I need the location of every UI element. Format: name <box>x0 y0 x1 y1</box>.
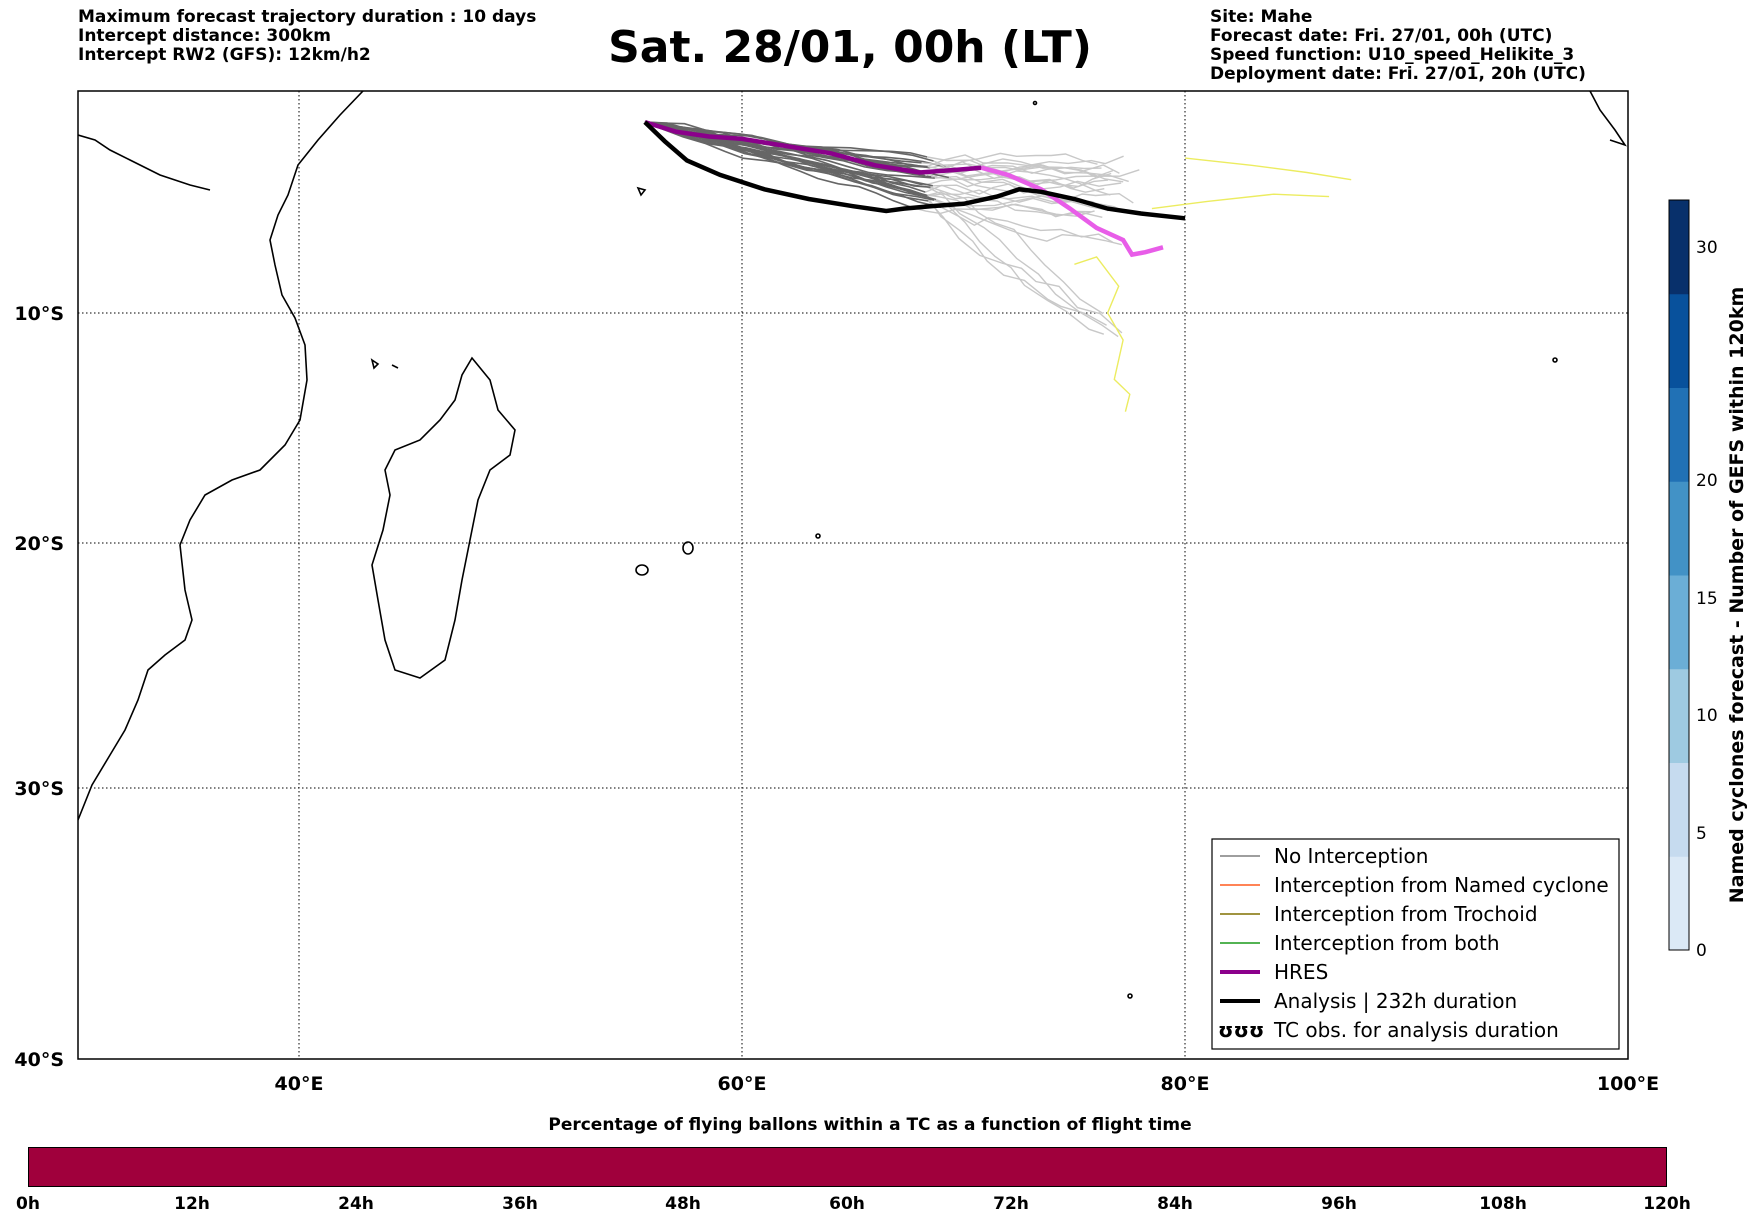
small-island-1 <box>1552 357 1558 363</box>
time-tick-96h: 96h <box>1321 1194 1357 1214</box>
analysis-trajectory <box>643 120 1186 221</box>
ensemble-trajectory-late <box>911 203 1095 217</box>
y-tick-30s: 30°S <box>14 778 64 800</box>
colorbar-block <box>1669 200 1689 295</box>
ensemble-trajectory-late <box>927 156 1129 183</box>
page-title: Sat. 28/01, 00h (LT) <box>608 22 1092 73</box>
ensemble-trajectory <box>644 121 934 187</box>
colorbar-block <box>1669 481 1689 576</box>
small-island-2 <box>1127 993 1133 999</box>
time-tick-120h: 120h <box>1643 1194 1691 1214</box>
ensemble-trajectory-late <box>928 196 1105 335</box>
legend-label-trochoid: Interception from Trochoid <box>1274 902 1538 926</box>
somalia-coast <box>78 134 211 191</box>
hres-trajectory-late <box>980 165 1164 258</box>
colorbar-block <box>1669 387 1689 482</box>
header-left-info: Maximum forecast trajectory duration : 1… <box>78 8 536 65</box>
x-tick-80e: 80°E <box>1161 1073 1210 1095</box>
x-tick-100e: 100°E <box>1597 1073 1659 1095</box>
colorbar-tick-15: 15 <box>1696 589 1718 609</box>
hres-trajectory <box>644 119 982 175</box>
ensemble-trajectory-late <box>927 200 1123 334</box>
time-tick-72h: 72h <box>993 1194 1029 1214</box>
y-tick-10s: 10°S <box>14 303 64 325</box>
time-tick-24h: 24h <box>338 1194 374 1214</box>
time-bar-title: Percentage of flying ballons within a TC… <box>548 1115 1192 1135</box>
y-tick-40s: 40°S <box>14 1049 64 1071</box>
graticule <box>78 91 1628 1059</box>
yellow-trajectory <box>1185 157 1352 181</box>
legend-label-analysis: Analysis | 232h duration <box>1274 989 1517 1013</box>
time-tick-0h: 0h <box>16 1194 40 1214</box>
yellow-trajectory <box>1074 256 1131 412</box>
colorbar-block <box>1669 762 1689 857</box>
legend-label-no-interception: No Interception <box>1274 844 1428 868</box>
intercept-rw2-text: Intercept RW2 (GFS): 12km/h2 <box>78 45 371 65</box>
colorbar-block <box>1669 293 1689 388</box>
ensemble-trajectory-late <box>925 184 1107 211</box>
colorbar-block <box>1669 668 1689 763</box>
time-bar <box>28 1147 1667 1187</box>
ensemble-trajectory-late <box>945 166 1140 183</box>
y-tick-20s: 20°S <box>14 533 64 555</box>
time-tick-60h: 60h <box>829 1194 865 1214</box>
legend-label-hres: HRES <box>1274 960 1328 984</box>
colorbar-frame <box>1668 199 1690 951</box>
colorbar-tick-0: 0 <box>1696 941 1707 961</box>
colorbar: 0 5 10 15 20 30 Named cyclones forecast … <box>1668 199 1748 961</box>
coastlines <box>78 91 1627 999</box>
legend-label-both: Interception from both <box>1274 931 1500 955</box>
time-tick-36h: 36h <box>502 1194 538 1214</box>
ensemble-trajectory-late <box>940 206 1114 244</box>
legend-swatch-tc-obs-icon: ʊʊʊ <box>1218 1018 1264 1042</box>
legend-label-named-cyclone: Interception from Named cyclone <box>1274 873 1609 897</box>
africa-coastline <box>78 91 364 821</box>
header-right-info: Site: Mahe Forecast date: Fri. 27/01, 00… <box>1210 8 1586 84</box>
forecast-date-text: Forecast date: Fri. 27/01, 00h (UTC) <box>1210 26 1553 46</box>
x-tick-60e: 60°E <box>718 1073 767 1095</box>
yellow-trajectory <box>1151 193 1330 210</box>
legend-box <box>1211 838 1620 1050</box>
x-tick-40e: 40°E <box>275 1073 324 1095</box>
ensemble-trajectories <box>644 121 1352 412</box>
colorbar-tick-5: 5 <box>1696 824 1707 844</box>
mascarene-island-1 <box>635 564 649 576</box>
map-frame <box>77 90 1629 1060</box>
mascarene-island-2 <box>682 541 694 555</box>
rodrigues-island <box>815 533 821 539</box>
max-duration-text: Maximum forecast trajectory duration : 1… <box>78 7 537 27</box>
time-tick-48h: 48h <box>665 1194 701 1214</box>
madagascar-coastline <box>371 356 516 679</box>
mahe-island <box>636 186 647 197</box>
ensemble-trajectory <box>644 121 928 197</box>
site-text: Site: Mahe <box>1210 7 1313 27</box>
ensemble-trajectory-late <box>923 184 1119 338</box>
legend-label-tc-obs: TC obs. for analysis duration <box>1273 1018 1559 1042</box>
small-island-3 <box>1032 100 1038 106</box>
ensemble-trajectory-late <box>925 152 1098 177</box>
time-tick-108h: 108h <box>1479 1194 1527 1214</box>
colorbar-tick-10: 10 <box>1696 706 1718 726</box>
colorbar-gradient <box>1669 200 1689 951</box>
intercept-distance-text: Intercept distance: 300km <box>78 26 331 46</box>
deployment-date-text: Deployment date: Fri. 27/01, 20h (UTC) <box>1210 64 1586 84</box>
legend: No Interception Interception from Named … <box>1211 838 1620 1050</box>
colorbar-tick-20: 20 <box>1696 471 1718 491</box>
comoros <box>370 358 399 370</box>
main-trajectories <box>643 119 1186 258</box>
ensemble-trajectory-late <box>930 186 1104 315</box>
colorbar-block <box>1669 856 1689 951</box>
colorbar-tick-30: 30 <box>1696 238 1718 258</box>
axis-ticks: 40°E 60°E 80°E 100°E 10°S 20°S 30°S 40°S <box>14 303 1659 1095</box>
ensemble-trajectory-late <box>925 194 1107 326</box>
ensemble-trajectory-late <box>933 199 1122 246</box>
time-tick-84h: 84h <box>1157 1194 1193 1214</box>
time-tick-12h: 12h <box>174 1194 210 1214</box>
colorbar-block <box>1669 575 1689 670</box>
sri-lanka-coast <box>1589 91 1627 147</box>
speed-function-text: Speed function: U10_speed_Helikite_3 <box>1210 45 1575 65</box>
colorbar-label: Named cyclones forecast - Number of GEFS… <box>1726 287 1748 904</box>
